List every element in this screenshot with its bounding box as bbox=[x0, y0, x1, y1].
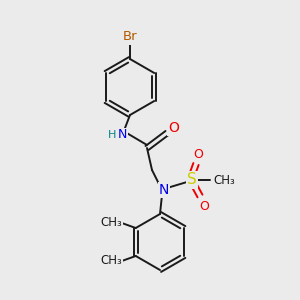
Text: N: N bbox=[117, 128, 127, 142]
Text: CH₃: CH₃ bbox=[100, 217, 122, 230]
Text: CH₃: CH₃ bbox=[213, 173, 235, 187]
Text: O: O bbox=[199, 200, 209, 212]
Text: S: S bbox=[187, 172, 197, 188]
Text: O: O bbox=[193, 148, 203, 160]
Text: CH₃: CH₃ bbox=[100, 254, 122, 268]
Text: N: N bbox=[159, 183, 169, 197]
Text: O: O bbox=[169, 121, 179, 135]
Text: Br: Br bbox=[123, 31, 137, 44]
Text: H: H bbox=[108, 130, 116, 140]
